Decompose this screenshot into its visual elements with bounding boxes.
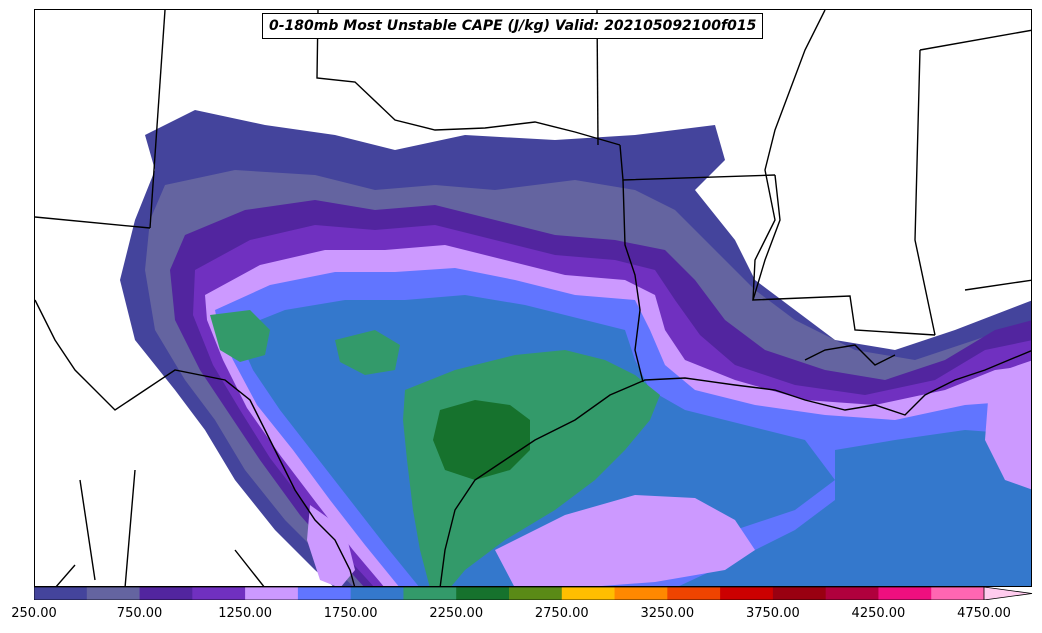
colorbar-segment (878, 587, 932, 600)
cape-band-1250-south (495, 495, 755, 586)
map-title: 0-180mb Most Unstable CAPE (J/kg) Valid:… (262, 13, 764, 39)
colorbar-segment (561, 587, 616, 600)
state-line-ms-al (914, 49, 936, 336)
colorbar-tick-label: 750.00 (116, 606, 163, 621)
colorbar-segment (456, 587, 510, 600)
state-line-west (35, 216, 151, 229)
colorbar-segment (297, 587, 352, 600)
colorbar-tick-label: 4250.00 (851, 606, 906, 621)
colorbar-segment (825, 587, 879, 600)
colorbar-tick-label: 2250.00 (429, 606, 484, 621)
colorbar-segment (772, 587, 827, 600)
state-line-panhandle (316, 10, 621, 146)
cape-band-1250-west (307, 505, 355, 586)
colorbar-segment (720, 587, 774, 600)
border-mexico-states (55, 469, 265, 586)
colorbar-segment (139, 587, 193, 600)
cape-band-1250-east (985, 360, 1031, 490)
colorbar-tick-label: 2750.00 (534, 606, 589, 621)
colorbar-segment (86, 587, 141, 600)
cape-band-2000-central (335, 330, 400, 375)
colorbar-extend-arrow (983, 587, 1033, 600)
coastline-tx (439, 350, 1031, 586)
boundaries (35, 10, 1031, 586)
colorbar-segment (614, 587, 668, 600)
colorbar-segment (192, 587, 246, 600)
state-line-al-fl (964, 279, 1031, 291)
colorbar (34, 587, 1033, 600)
cape-map (35, 10, 1031, 586)
colorbar-segment (245, 587, 299, 600)
colorbar-segment (931, 587, 985, 600)
river-mississippi (752, 10, 826, 301)
colorbar-tick-label: 3250.00 (640, 606, 695, 621)
colorbar-tick-label: 3750.00 (745, 606, 800, 621)
map-frame (34, 9, 1032, 587)
border-mexico (35, 299, 356, 586)
colorbar-tick-label: 1250.00 (218, 606, 272, 621)
cape-band-1750-gulf (679, 430, 1031, 586)
colorbar-segment (403, 587, 457, 600)
cape-band-2000-west (210, 310, 270, 362)
coastline-la-islands (804, 344, 896, 366)
colorbar-tick-label: 1750.00 (323, 606, 378, 621)
state-line-al-ga (919, 29, 1031, 51)
colorbar-tick-label: 250.00 (11, 606, 57, 621)
colorbar-segment (34, 587, 88, 600)
colorbar-segment (350, 587, 404, 600)
colorbar-segment (667, 587, 721, 600)
colorbar-segment (509, 587, 563, 600)
state-line-tx-la (622, 179, 644, 383)
colorbar-tick-label: 4750.00 (957, 606, 1011, 621)
cape-field (120, 110, 1031, 586)
state-line-nm-tx (149, 10, 166, 229)
